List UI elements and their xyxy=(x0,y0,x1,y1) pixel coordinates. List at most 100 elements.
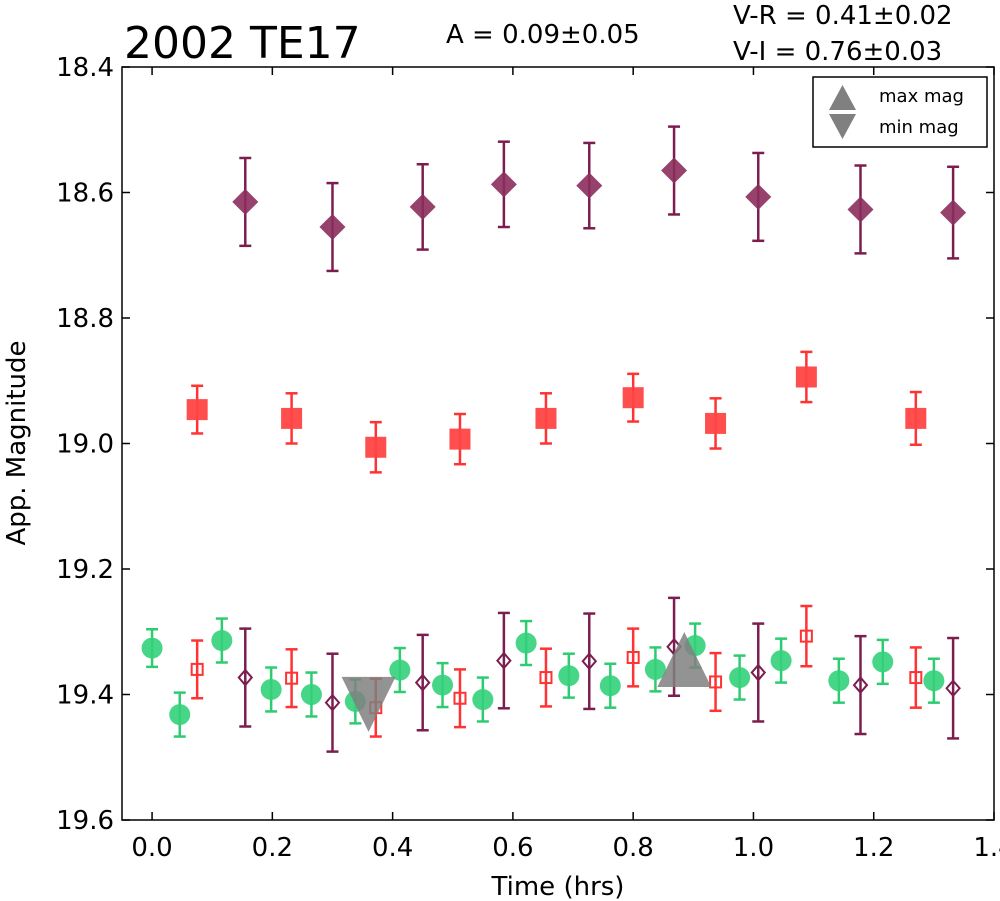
legend-triangle-up-icon xyxy=(829,85,856,110)
data-point-square xyxy=(285,671,299,685)
error-bar xyxy=(416,633,429,732)
error-bar xyxy=(326,652,339,753)
data-point-square xyxy=(705,412,727,434)
y-tick-label: 18.6 xyxy=(56,179,114,209)
axes: 0.0 0.2 0.4 0.6 0.8 1.0 1.2 1.4 18.4 18.6 18.8 19.0… xyxy=(56,53,1000,863)
data-point-circle xyxy=(770,650,792,672)
legend-label-max: max mag xyxy=(879,86,964,107)
data-point-diamond xyxy=(847,196,874,223)
error-bar xyxy=(709,651,722,713)
plot-area xyxy=(141,125,967,753)
x-tick-label: 1.4 xyxy=(973,833,1000,863)
data-point-circle xyxy=(515,632,537,654)
data-point-circle xyxy=(260,678,282,700)
error-bar xyxy=(539,647,552,708)
data-point-diamond xyxy=(414,673,431,692)
x-tick-label: 0.4 xyxy=(372,833,413,863)
data-series-diamond-filled xyxy=(232,125,967,273)
data-point-diamond xyxy=(750,663,767,682)
data-point-circle xyxy=(923,670,945,692)
max-mag-marker xyxy=(657,631,712,687)
data-point-diamond xyxy=(232,188,259,215)
data-point-square xyxy=(453,691,467,705)
data-point-diamond xyxy=(490,171,517,198)
data-point-diamond xyxy=(324,693,341,712)
error-bar xyxy=(239,627,252,728)
data-point-square xyxy=(365,436,387,458)
error-bar xyxy=(752,622,765,723)
error-bar xyxy=(497,611,510,710)
error-bar xyxy=(453,668,466,729)
data-point-square xyxy=(535,407,557,429)
data-point-circle xyxy=(389,659,411,681)
y-tick-label: 19.4 xyxy=(56,681,114,711)
data-point-circle xyxy=(729,667,751,689)
data-point-diamond xyxy=(581,652,598,671)
error-bar xyxy=(285,648,298,709)
color-index-vr: V-R = 0.41±0.02 xyxy=(733,1,953,31)
y-tick-label: 19.6 xyxy=(56,806,114,836)
error-bar xyxy=(909,646,922,709)
data-point-circle xyxy=(472,689,494,711)
data-point-circle xyxy=(211,630,233,652)
error-bar xyxy=(627,627,640,688)
data-point-diamond xyxy=(661,157,688,184)
data-point-square xyxy=(795,366,817,388)
y-axis-label: App. Magnitude xyxy=(2,340,32,545)
data-point-circle xyxy=(644,658,666,680)
error-bar xyxy=(191,639,204,700)
y-tick-label: 19.2 xyxy=(56,555,114,585)
data-point-diamond xyxy=(945,679,961,698)
x-axis-label: Time (hrs) xyxy=(491,872,625,901)
x-tick-label: 0.2 xyxy=(252,833,293,863)
data-point-circle xyxy=(432,674,454,696)
data-point-diamond xyxy=(940,199,967,226)
error-bar xyxy=(854,634,867,736)
data-point-square xyxy=(709,675,723,689)
chart-title: 2002 TE17 xyxy=(124,18,361,69)
x-tick-label: 0.8 xyxy=(612,833,653,863)
error-bar xyxy=(583,612,596,711)
min-mag-marker xyxy=(341,676,396,732)
data-point-square xyxy=(622,387,644,409)
data-point-circle xyxy=(828,670,850,692)
data-series-square-open xyxy=(190,604,923,738)
color-index-vi: V-I = 0.76±0.03 xyxy=(733,37,942,67)
data-point-square xyxy=(281,407,303,429)
x-tick-label: 1.0 xyxy=(733,833,774,863)
data-series-square-filled xyxy=(186,350,927,474)
data-point-square xyxy=(909,671,923,685)
data-point-diamond xyxy=(745,183,772,210)
legend: max mag min mag xyxy=(812,76,988,148)
data-point-diamond xyxy=(319,214,346,241)
data-point-diamond xyxy=(576,172,603,199)
data-point-circle xyxy=(300,684,322,705)
legend-triangle-down-icon xyxy=(829,114,856,139)
x-tick-label: 1.2 xyxy=(853,833,894,863)
error-bar xyxy=(800,604,813,668)
data-point-diamond xyxy=(852,676,869,695)
data-point-square xyxy=(905,407,927,429)
data-series-circle-filled xyxy=(141,617,945,738)
data-point-diamond xyxy=(237,668,254,687)
x-tick-label: 0.0 xyxy=(131,833,172,863)
data-point-diamond xyxy=(409,193,436,220)
data-point-square xyxy=(186,399,208,421)
x-tick-label: 0.6 xyxy=(492,833,533,863)
amplitude-annotation: A = 0.09±0.05 xyxy=(446,20,640,50)
data-point-circle xyxy=(599,675,621,697)
data-point-circle xyxy=(141,637,163,659)
y-tick-label: 19.0 xyxy=(56,430,114,460)
error-bar xyxy=(947,636,960,740)
data-point-square xyxy=(799,629,813,643)
y-tick-label: 18.4 xyxy=(56,53,114,83)
data-point-diamond xyxy=(496,651,512,670)
data-point-square xyxy=(626,650,640,664)
data-point-circle xyxy=(558,665,580,687)
legend-label-min: min mag xyxy=(879,117,959,138)
data-point-square xyxy=(539,671,553,685)
y-tick-label: 18.8 xyxy=(56,304,114,334)
data-point-circle xyxy=(872,651,894,673)
plot-frame xyxy=(121,66,995,821)
